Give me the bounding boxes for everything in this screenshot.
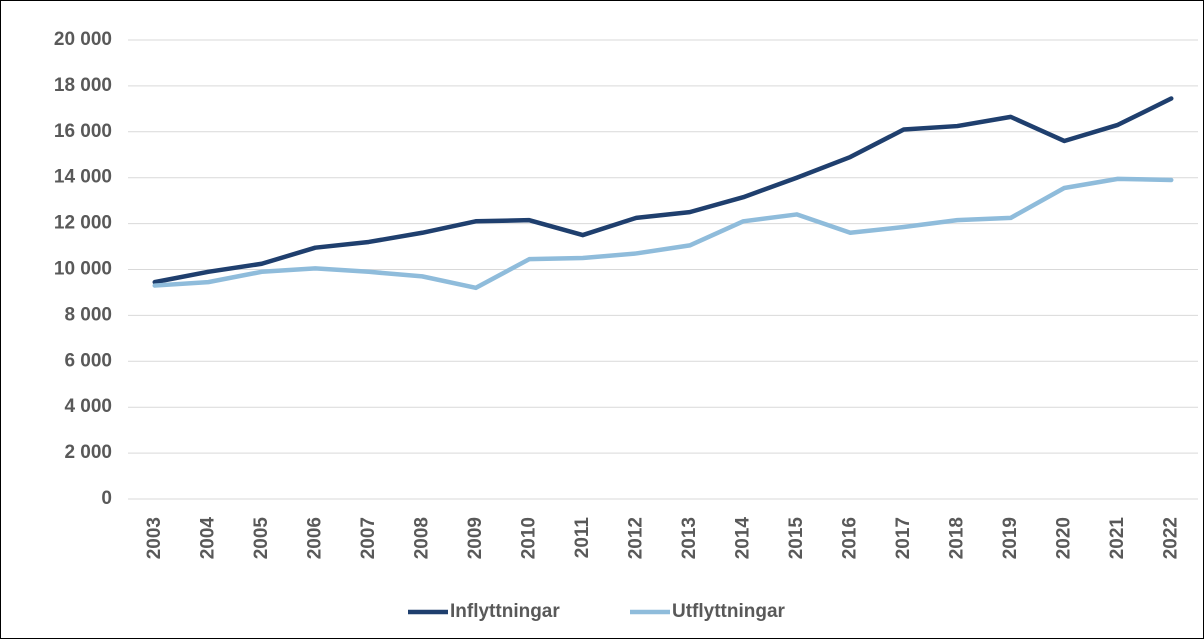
y-tick-label: 10 000 bbox=[54, 259, 112, 280]
x-tick-label: 2011 bbox=[572, 517, 593, 559]
x-tick-label: 2014 bbox=[732, 517, 753, 560]
y-tick-label: 2 000 bbox=[64, 442, 112, 463]
x-tick-label: 2008 bbox=[411, 517, 432, 559]
x-tick-label: 2020 bbox=[1053, 517, 1074, 559]
y-tick-label: 8 000 bbox=[64, 304, 112, 325]
legend-label: Inflyttningar bbox=[450, 601, 560, 622]
x-tick-label: 2006 bbox=[304, 517, 325, 559]
x-tick-label: 2013 bbox=[679, 517, 700, 559]
y-tick-label: 20 000 bbox=[54, 29, 112, 50]
x-tick-label: 2022 bbox=[1160, 517, 1181, 559]
y-tick-label: 6 000 bbox=[64, 350, 112, 371]
x-tick-label: 2018 bbox=[946, 517, 967, 559]
x-tick-label: 2015 bbox=[786, 517, 807, 560]
y-tick-label: 12 000 bbox=[54, 213, 112, 234]
x-tick-label: 2019 bbox=[1000, 517, 1021, 559]
line-series bbox=[152, 176, 1174, 291]
line-series bbox=[152, 96, 1174, 285]
x-tick-label: 2003 bbox=[144, 517, 165, 559]
x-tick-label: 2021 bbox=[1107, 517, 1128, 560]
x-tick-label: 2009 bbox=[465, 517, 486, 559]
x-tick-label: 2007 bbox=[358, 517, 379, 559]
x-tick-label: 2017 bbox=[893, 517, 914, 559]
x-tick-label: 2005 bbox=[251, 517, 272, 560]
y-tick-label: 18 000 bbox=[54, 75, 112, 96]
x-tick-label: 2004 bbox=[197, 517, 218, 560]
y-tick-label: 0 bbox=[101, 488, 112, 509]
y-tick-label: 14 000 bbox=[54, 167, 112, 188]
x-tick-label: 2012 bbox=[625, 517, 646, 559]
x-tick-label: 2016 bbox=[839, 517, 860, 559]
x-tick-label: 2010 bbox=[518, 517, 539, 559]
legend-label: Utflyttningar bbox=[672, 601, 786, 622]
y-tick-label: 4 000 bbox=[64, 396, 112, 417]
y-tick-label: 16 000 bbox=[54, 121, 112, 142]
